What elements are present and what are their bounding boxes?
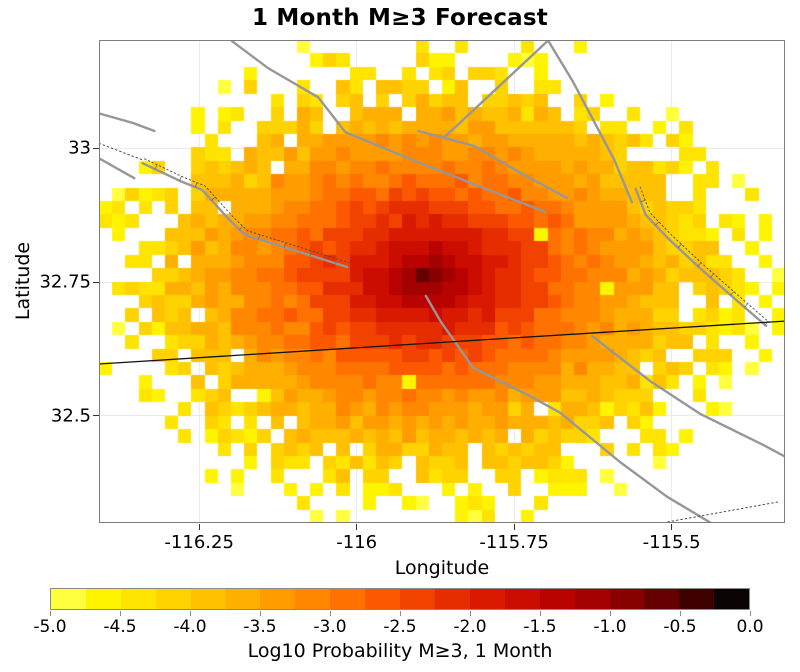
x-tick-label: -116 [336, 532, 378, 553]
colorbar-segment [644, 589, 680, 609]
colorbar-tick-label: -0.5 [663, 617, 697, 637]
fault-west-dotted [99, 142, 143, 161]
railroad-west-ties [154, 164, 338, 264]
y-tick-mark [93, 281, 99, 283]
colorbar-segment [365, 589, 401, 609]
colorbar-tick-label: -1.5 [523, 617, 557, 637]
plot-panel [99, 40, 785, 523]
colorbar-tick-mark [469, 611, 471, 616]
y-tick-label: 32.75 [39, 271, 91, 293]
railroad-west [141, 162, 349, 269]
colorbar-tick-mark [539, 611, 541, 616]
colorbar-tick-mark [399, 611, 401, 616]
colorbar-tick-label: -4.5 [103, 617, 137, 637]
colorbar-tick-mark [329, 611, 331, 616]
colorbar-segment [51, 589, 86, 609]
colorbar-segment [574, 589, 610, 609]
colorbar-tick-label: -3.5 [243, 617, 277, 637]
chart-title: 1 Month M≥3 Forecast [252, 5, 548, 31]
x-tick-mark [671, 524, 673, 530]
fault-central-short [417, 129, 569, 200]
y-tick-mark [93, 415, 99, 417]
colorbar-segment [155, 589, 191, 609]
fault-southeast-dotted [667, 501, 781, 523]
colorbar-segment [400, 589, 435, 609]
colorbar-segment [714, 589, 750, 609]
y-tick-mark [93, 147, 99, 149]
fault-northwest-long [230, 40, 547, 214]
x-tick-label: -115.5 [642, 532, 701, 553]
colorbar-tick-label: -4.0 [173, 617, 207, 637]
colorbar-tick-mark [189, 611, 191, 616]
fault-southeast [591, 334, 785, 458]
colorbar-segment [225, 589, 261, 609]
fault-northeast-west-branch [443, 40, 550, 139]
colorbar-tick-mark [609, 611, 611, 616]
colorbar-tick-label: -1.0 [593, 617, 627, 637]
colorbar-tick-label: -2.0 [453, 617, 487, 637]
colorbar-segment [609, 589, 645, 609]
colorbar-tick-mark [119, 611, 121, 616]
colorbar-segment [295, 589, 331, 609]
colorbar-segment [190, 589, 226, 609]
colorbar-tick-label: 0.0 [736, 617, 764, 637]
colorbar-segment [434, 589, 470, 609]
x-tick-mark [513, 524, 515, 530]
colorbar-segment [469, 589, 505, 609]
colorbar-segment [120, 589, 156, 609]
colorbar-segment [330, 589, 366, 609]
railroad-west-dotted [144, 158, 350, 263]
colorbar-label: Log10 Probability M≥3, 1 Month [247, 640, 553, 662]
colorbar-tick-mark [749, 611, 751, 616]
y-axis-label: Latitude [12, 241, 34, 321]
fault-northeast-east-branch [546, 40, 634, 204]
colorbar-segment [679, 589, 715, 609]
colorbar-segment [260, 589, 296, 609]
railroad-east-dotted [639, 186, 770, 323]
y-tick-label: 32.5 [50, 405, 91, 427]
railroad-east [634, 187, 768, 328]
x-axis-label: Longitude [394, 557, 490, 579]
colorbar-segment [539, 589, 575, 609]
x-tick-label: -115.75 [479, 532, 549, 553]
x-tick-mark [198, 524, 200, 530]
x-tick-mark [356, 524, 358, 530]
y-tick-label: 33 [68, 137, 91, 159]
boundary-line-black [99, 320, 785, 365]
colorbar-tick-mark [49, 611, 51, 616]
railroad-east-ties [640, 199, 769, 326]
colorbar [50, 588, 750, 610]
colorbar-tick-mark [679, 611, 681, 616]
colorbar-tick-label: -2.5 [383, 617, 417, 637]
colorbar-segment [504, 589, 540, 609]
heatmap-canvas [99, 40, 785, 523]
fault-lines-overlay [99, 40, 785, 523]
colorbar-tick-label: -5.0 [33, 617, 67, 637]
colorbar-tick-mark [259, 611, 261, 616]
fault-west-upper [99, 112, 156, 133]
x-tick-label: -116.25 [164, 532, 234, 553]
colorbar-segment [85, 589, 121, 609]
colorbar-tick-label: -3.0 [313, 617, 347, 637]
fault-south-central [424, 294, 713, 523]
fault-west-short [99, 157, 136, 180]
